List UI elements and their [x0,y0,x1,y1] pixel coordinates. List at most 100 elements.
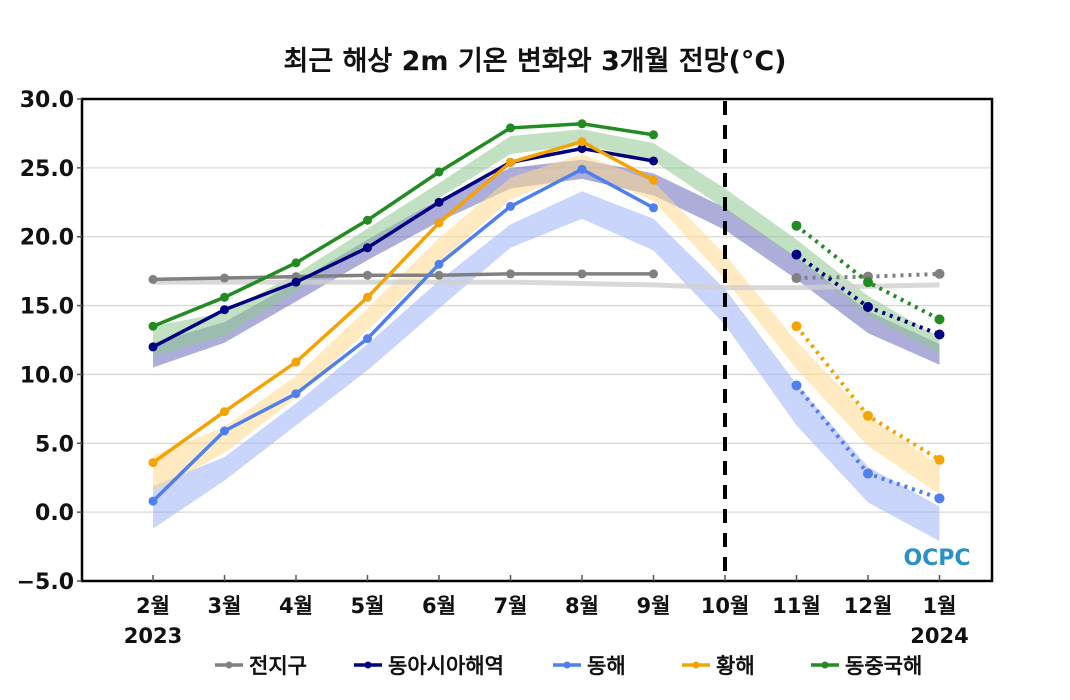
x-tick-label: 5월 [351,594,385,618]
observed-point-동해 [577,164,587,174]
observed-point-동중국해 [291,258,301,268]
observed-point-황해 [577,137,587,147]
forecast-point-전지구 [791,273,802,284]
year-label: 2023 [124,624,182,648]
y-tick-label: −5.0 [17,570,74,595]
forecast-point-황해 [791,321,802,332]
observed-point-황해 [148,458,158,468]
observed-point-동아시아해역 [363,243,372,253]
x-axis: 2월 3월 4월 5월 6월 7월 8월 9월 10월 11월 12월 1월 2023 2024 [124,575,969,648]
x-tick-label: 11월 [772,594,821,618]
y-tick-label: 0.0 [35,501,74,526]
observed-point-동해 [506,201,515,211]
forecast-point-동아시아해역 [934,329,945,340]
global-climatology-line [153,279,940,291]
chart-title: 최근 해상 2m 기온 변화와 3개월 전망(°C) [283,46,786,77]
band-동해 [153,191,940,542]
observed-point-동아시아해역 [577,144,587,154]
y-tick-label: 25.0 [20,157,74,182]
observed-point-전지구 [506,269,515,279]
legend-swatch-marker [364,661,372,669]
observed-point-동아시아해역 [148,342,158,352]
climatology-bands [153,129,940,542]
x-tick-label: 8월 [565,594,599,618]
x-tick-label: 1월 [923,594,957,618]
observed-point-전지구 [434,270,444,280]
legend-swatch-marker [821,661,829,669]
observed-point-전지구 [649,269,658,279]
observed-point-황해 [291,357,301,367]
y-axis: 30.0 25.0 20.0 15.0 10.0 5.0 0.0 −5.0 [17,88,82,595]
observed-point-동중국해 [363,215,372,225]
forecast-point-황해 [934,454,945,465]
observed-point-동해 [649,203,658,213]
legend-swatch-marker [563,661,571,669]
legend-label: 동해 [587,654,626,678]
observed-point-동해 [148,496,158,506]
observed-point-황해 [649,175,658,185]
forecast-line-동중국해 [795,224,941,322]
observed-point-동아시아해역 [220,305,229,315]
ocpc-logo: OCPC [903,546,970,571]
observed-point-황해 [363,292,372,302]
x-tick-label: 9월 [637,594,671,618]
plot-frame [80,97,994,583]
x-tick-label: 6월 [422,594,456,618]
y-tick-label: 10.0 [20,363,74,388]
observed-point-황해 [506,157,515,167]
forecast-point-전지구 [934,268,945,279]
observed-point-동아시아해역 [291,277,301,287]
forecast-point-동해 [863,468,873,479]
observed-point-동중국해 [649,130,658,140]
observed-point-동해 [291,389,301,399]
y-tick-label: 30.0 [20,88,74,113]
legend-label: 전지구 [249,654,307,678]
observed-point-동아시아해역 [434,197,444,207]
x-tick-label: 12월 [844,594,893,618]
forecast-point-동해 [791,380,802,391]
observed-line-동해 [151,167,655,503]
band-동아시아해역 [153,159,940,368]
observed-line-황해 [151,139,655,464]
legend: 전지구 동아시아해역 동해 황해 동중국해 [215,654,922,678]
forecast-point-동해 [934,493,945,504]
observed-point-동중국해 [148,321,158,331]
forecast-point-동중국해 [791,220,802,231]
observed-line-전지구 [152,272,654,282]
observed-point-동중국해 [434,167,444,177]
forecast-point-동아시아해역 [791,249,802,260]
y-tick-label: 20.0 [20,226,74,251]
observed-line-동중국해 [152,122,654,328]
observed-point-동해 [434,259,444,269]
legend-label: 황해 [716,654,755,678]
climatology-line-전지구 [153,279,940,291]
x-tick-label: 3월 [208,594,242,618]
y-tick-label: 15.0 [20,295,74,320]
observed-point-전지구 [220,273,229,283]
logo-text: OCPC [903,546,970,571]
observed-point-동중국해 [220,292,229,302]
observed-point-동중국해 [577,119,587,129]
legend-swatch-marker [692,661,700,669]
year-label: 2024 [910,624,968,648]
observed-point-동아시아해역 [649,156,658,166]
forecast-point-동아시아해역 [863,301,873,312]
observed-point-황해 [220,407,229,417]
observed-point-동중국해 [506,123,515,133]
legend-label: 동아시아해역 [388,654,504,678]
band-황해 [153,154,940,495]
x-tick-label: 2월 [136,594,170,618]
x-tick-label: 10월 [701,594,750,618]
observed-point-황해 [434,218,444,228]
observed-point-동해 [220,426,229,436]
band-동중국해 [153,129,940,357]
y-tick-label: 5.0 [35,432,74,457]
forecast-point-동중국해 [934,314,945,325]
forecast-point-동중국해 [863,277,873,288]
x-tick-label: 7월 [494,594,528,618]
legend-swatch-marker [225,661,233,669]
x-tick-label: 4월 [279,594,313,618]
observed-line-동아시아해역 [152,146,654,349]
observed-point-전지구 [363,270,372,280]
